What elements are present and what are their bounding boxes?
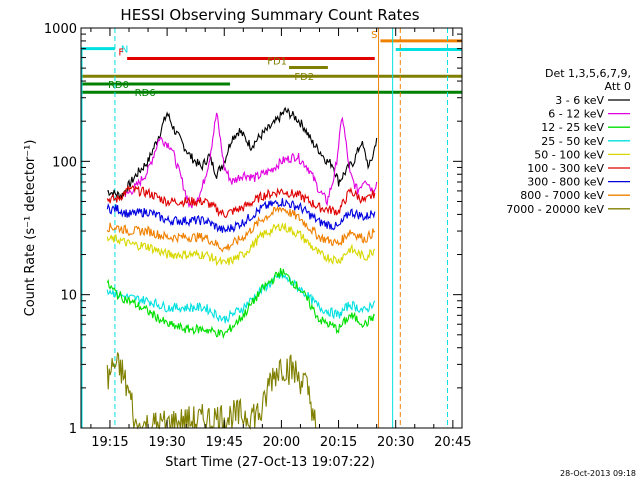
x-tick-label: 19:45: [206, 435, 243, 450]
legend-label: 300 - 800 keV: [527, 176, 604, 189]
y-tick-label: 100: [52, 155, 77, 170]
series-line-6-12-keV: [124, 112, 378, 209]
legend-label: 800 - 7000 keV: [520, 189, 604, 202]
chart-title: HESSI Observing Summary Count Rates: [120, 6, 419, 24]
x-tick-label: 19:15: [91, 435, 128, 450]
annotation-label-S: S: [371, 30, 377, 41]
annotation-label-FD2: FD2: [294, 72, 314, 83]
x-tick-label: 19:30: [148, 435, 185, 450]
legend-label: 100 - 300 keV: [527, 162, 604, 175]
annotation-label-RD6: RD6: [135, 88, 156, 99]
plot-area: NF FD1 FD2 RD0 RD6 S 1 10 100 1000 19:15 19:30 19:45…: [44, 22, 472, 450]
x-tick-label: 20:00: [263, 435, 300, 450]
y-tick-label: 1000: [44, 22, 77, 37]
y-tick-label: 10: [60, 289, 77, 304]
plot-frame: [80, 27, 463, 429]
legend-label: 6 - 12 keV: [548, 108, 604, 121]
series-line-3-6-keV: [107, 106, 378, 200]
annotation-label-FD1: FD1: [267, 57, 287, 68]
series-line-300-800-keV: [106, 198, 376, 233]
series-line-25-50-keV: [106, 270, 376, 324]
series-line-50-100-keV: [106, 222, 376, 267]
y-axis-label: Count Rate (s⁻¹ detector⁻¹): [23, 140, 38, 317]
x-tick-label: 20:45: [434, 435, 471, 450]
x-tick-label: 20:30: [377, 435, 414, 450]
series-line-800-7000-keV: [106, 205, 376, 253]
y-tick-label: 1: [69, 422, 77, 437]
legend-label: 25 - 50 keV: [541, 135, 604, 148]
annotation-label-RD0: RD0: [108, 80, 129, 91]
legend-label: 12 - 25 keV: [541, 121, 604, 134]
annotation-label-F: F: [118, 48, 124, 59]
legend-label: 50 - 100 keV: [534, 148, 604, 161]
footer-timestamp: 28-Oct-2013 09:18: [560, 469, 636, 478]
series-line-100-300-keV: [106, 184, 376, 218]
legend-header: Att 0: [605, 80, 631, 93]
legend-header: Det 1,3,5,6,7,9,: [545, 67, 631, 80]
x-tick-label: 20:15: [320, 435, 357, 450]
series-line-12-25-keV: [106, 267, 376, 340]
annotation-label-N: N: [121, 45, 128, 56]
legend-label: 3 - 6 keV: [555, 94, 604, 107]
legend-label: 7000 - 20000 keV: [506, 203, 604, 216]
x-axis-label: Start Time (27-Oct-13 19:07:22): [165, 455, 375, 470]
